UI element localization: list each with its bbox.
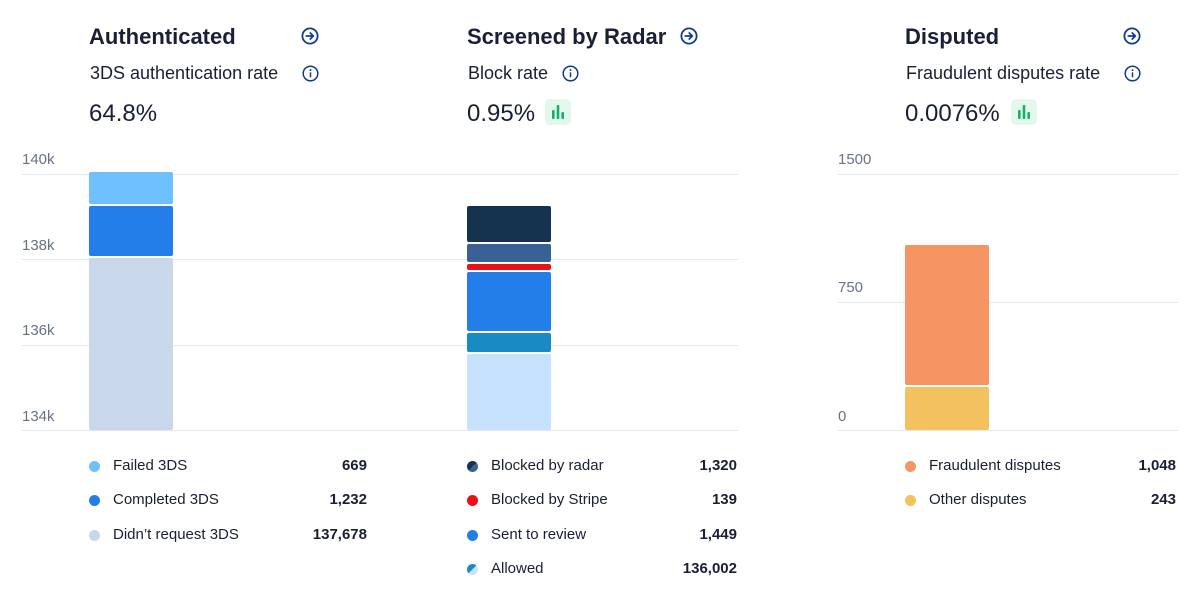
y-tick: 138k [22, 237, 55, 254]
legend-value: 1,320 [699, 457, 737, 474]
y-tick: 0 [838, 408, 847, 425]
legend-value: 243 [1150, 491, 1176, 508]
bar-segment-allowed-secondary[interactable] [467, 333, 551, 352]
gridline [22, 174, 738, 175]
legend-item-sent-to-review: Sent to review 1,449 [467, 525, 737, 545]
bar-segment-failed-3ds[interactable] [89, 172, 173, 204]
y-tick: 1500 [838, 151, 872, 168]
panel-title: Disputed [905, 24, 1000, 49]
y-tick: 136k [22, 322, 55, 339]
legend-item-allowed: Allowed 136,002 [467, 559, 737, 579]
legend-dot [467, 564, 478, 575]
y-tick: 134k [22, 408, 55, 425]
gridline [22, 430, 738, 431]
legend-value: 137,678 [312, 526, 367, 543]
legend-item-failed-3ds: Failed 3DS 669 [89, 456, 367, 476]
legend-value: 1,232 [329, 491, 367, 508]
legend-label: Other disputes [929, 491, 1027, 508]
legend-value: 136,002 [682, 560, 737, 577]
legend-value: 1,449 [699, 526, 737, 543]
legend-dot [467, 495, 478, 506]
bar-chart-icon[interactable] [1011, 99, 1037, 125]
metric-value: 0.0076% [905, 100, 1000, 127]
legend-label: Sent to review [491, 526, 587, 543]
y-tick: 750 [838, 279, 864, 296]
panel-title: Authenticated [89, 24, 236, 49]
metric-value: 0.95% [467, 100, 536, 127]
legend-label: Allowed [491, 560, 544, 577]
legend-item-other-disputes: Other disputes 243 [905, 490, 1176, 510]
legend-dot [905, 461, 916, 472]
metric-value: 64.8% [89, 100, 158, 127]
gridline [22, 345, 738, 346]
legend-dot [905, 495, 916, 506]
bar-segment-completed-3ds[interactable] [89, 206, 173, 256]
y-tick: 140k [22, 151, 55, 168]
legend-dot [89, 495, 100, 506]
legend-value: 139 [711, 491, 737, 508]
legend-label: Failed 3DS [113, 457, 188, 474]
bar-segment-allowed[interactable] [467, 354, 551, 430]
legend-label: Completed 3DS [113, 491, 219, 508]
info-circle-icon[interactable] [562, 65, 579, 82]
bar-segment-blocked-by-radar-secondary[interactable] [467, 244, 551, 262]
info-circle-icon[interactable] [302, 65, 319, 82]
legend-item-blocked-by-stripe: Blocked by Stripe 139 [467, 490, 737, 510]
arrow-circle-right-icon[interactable] [680, 27, 698, 45]
bar-segment-didnt-request-3ds[interactable] [89, 258, 173, 430]
gridline [838, 302, 1178, 303]
gridline [838, 430, 1178, 431]
legend-item-fraudulent-disputes: Fraudulent disputes 1,048 [905, 456, 1176, 476]
info-circle-icon[interactable] [1124, 65, 1141, 82]
legend-value: 1,048 [1138, 457, 1176, 474]
bar-segment-blocked-by-stripe[interactable] [467, 264, 551, 270]
bar-segment-blocked-by-radar[interactable] [467, 206, 551, 242]
legend-label: Fraudulent disputes [929, 457, 1061, 474]
gridline [22, 259, 738, 260]
arrow-circle-right-icon[interactable] [301, 27, 319, 45]
legend-dot [89, 530, 100, 541]
bar-segment-fraudulent-disputes[interactable] [905, 245, 989, 385]
legend-label: Didn’t request 3DS [113, 526, 239, 543]
legend-value: 669 [341, 457, 367, 474]
legend-dot [467, 461, 478, 472]
gridline [838, 174, 1178, 175]
legend-item-blocked-by-radar: Blocked by radar 1,320 [467, 456, 737, 476]
bar-segment-sent-to-review[interactable] [467, 272, 551, 331]
legend-item-completed-3ds: Completed 3DS 1,232 [89, 490, 367, 510]
bar-chart-icon[interactable] [545, 99, 571, 125]
panel-title: Screened by Radar [467, 24, 667, 49]
metric-label: 3DS authentication rate [90, 63, 279, 83]
arrow-circle-right-icon[interactable] [1123, 27, 1141, 45]
legend-label: Blocked by Stripe [491, 491, 608, 508]
legend-item-didnt-request-3ds: Didn’t request 3DS 137,678 [89, 525, 367, 545]
metric-label: Fraudulent disputes rate [906, 63, 1101, 83]
legend-label: Blocked by radar [491, 457, 604, 474]
legend-dot [467, 530, 478, 541]
bar-segment-other-disputes[interactable] [905, 387, 989, 430]
metric-label: Block rate [468, 63, 549, 83]
legend-dot [89, 461, 100, 472]
